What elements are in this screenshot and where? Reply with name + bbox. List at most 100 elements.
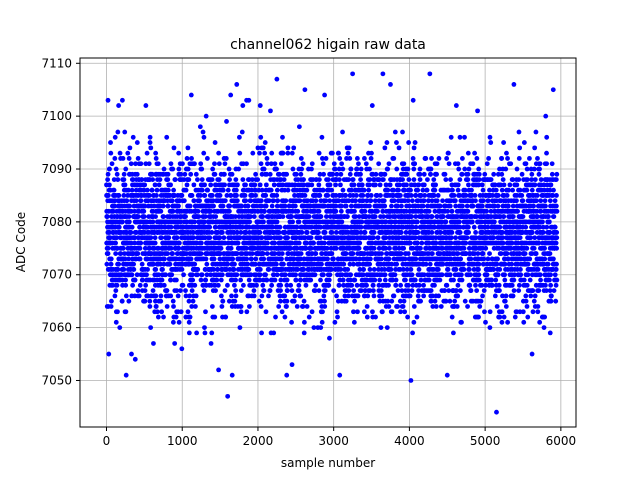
data-point	[252, 293, 257, 298]
data-point	[380, 309, 385, 314]
data-point	[225, 262, 230, 267]
data-point	[388, 182, 393, 187]
data-point	[472, 151, 477, 156]
data-point	[466, 225, 471, 230]
data-point	[112, 156, 117, 161]
data-point	[435, 161, 440, 166]
data-point	[229, 293, 234, 298]
data-point	[125, 151, 130, 156]
data-point	[210, 304, 215, 309]
data-point	[189, 156, 194, 161]
data-point	[453, 198, 458, 203]
data-point	[299, 251, 304, 256]
data-point	[156, 161, 161, 166]
data-point	[249, 256, 254, 261]
data-point	[268, 288, 273, 293]
data-point	[109, 299, 114, 304]
data-point	[185, 182, 190, 187]
data-point	[345, 214, 350, 219]
data-point	[273, 161, 278, 166]
data-point	[263, 272, 268, 277]
data-point	[290, 288, 295, 293]
data-point	[476, 251, 481, 256]
data-point	[179, 309, 184, 314]
data-point	[200, 177, 205, 182]
data-point	[263, 140, 268, 145]
data-point	[269, 151, 274, 156]
data-point	[398, 283, 403, 288]
data-point	[302, 331, 307, 336]
data-point	[406, 140, 411, 145]
data-point	[259, 198, 264, 203]
data-point	[438, 204, 443, 209]
data-point	[456, 167, 461, 172]
data-point	[238, 325, 243, 330]
data-point	[469, 288, 474, 293]
data-point	[224, 119, 229, 124]
data-point	[278, 235, 283, 240]
data-point	[471, 204, 476, 209]
data-point	[113, 135, 118, 140]
data-point	[168, 182, 173, 187]
data-point	[412, 304, 417, 309]
data-point	[377, 278, 382, 283]
data-point	[278, 288, 283, 293]
data-point	[113, 293, 118, 298]
data-point	[264, 204, 269, 209]
data-point	[192, 283, 197, 288]
data-point	[118, 151, 123, 156]
data-point	[362, 188, 367, 193]
data-point	[334, 293, 339, 298]
data-point	[412, 145, 417, 150]
data-point	[162, 167, 167, 172]
data-point	[360, 193, 365, 198]
data-point	[275, 198, 280, 203]
data-point	[367, 262, 372, 267]
data-point	[317, 193, 322, 198]
data-point	[272, 241, 277, 246]
data-point	[159, 235, 164, 240]
data-point	[415, 188, 420, 193]
data-point	[162, 283, 167, 288]
data-point	[109, 256, 114, 261]
data-point	[322, 304, 327, 309]
data-point	[148, 325, 153, 330]
data-point	[297, 124, 302, 129]
data-point	[188, 172, 193, 177]
data-point	[203, 331, 208, 336]
data-point	[406, 283, 411, 288]
data-point	[383, 272, 388, 277]
data-point	[477, 262, 482, 267]
data-point	[197, 198, 202, 203]
data-point	[154, 156, 159, 161]
data-point	[461, 262, 466, 267]
data-point	[399, 251, 404, 256]
data-point	[338, 172, 343, 177]
data-point	[236, 167, 241, 172]
data-point	[467, 267, 472, 272]
data-point	[237, 151, 242, 156]
data-point	[480, 293, 485, 298]
data-point	[307, 214, 312, 219]
data-point	[339, 161, 344, 166]
data-point	[186, 145, 191, 150]
data-point	[335, 309, 340, 314]
data-point	[469, 188, 474, 193]
data-point	[411, 320, 416, 325]
data-point	[418, 177, 423, 182]
data-point	[451, 278, 456, 283]
data-point	[260, 214, 265, 219]
data-point	[396, 188, 401, 193]
data-point	[393, 130, 398, 135]
data-point	[109, 304, 114, 309]
data-point	[470, 219, 475, 224]
data-point	[319, 262, 324, 267]
data-point	[258, 182, 263, 187]
data-point	[467, 167, 472, 172]
data-point	[313, 283, 318, 288]
data-point	[444, 156, 449, 161]
data-point	[269, 188, 274, 193]
data-point	[285, 288, 290, 293]
data-point	[459, 272, 464, 277]
data-point	[147, 299, 152, 304]
